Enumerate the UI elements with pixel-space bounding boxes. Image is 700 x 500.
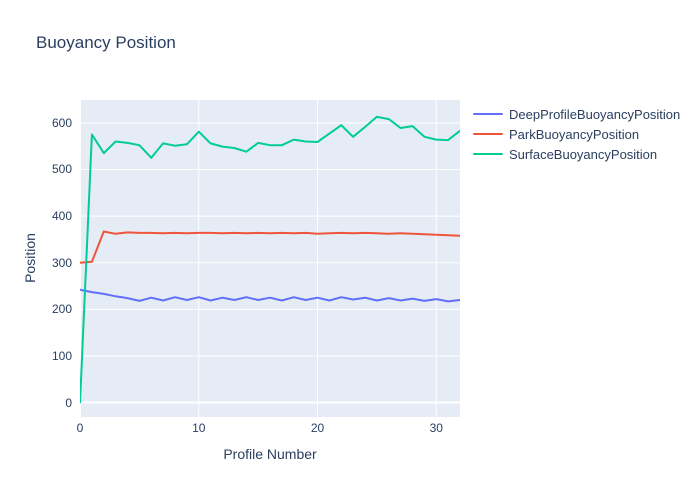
y-tick-label: 100 xyxy=(51,348,72,363)
series-line-ParkBuoyancyPosition[interactable] xyxy=(80,230,460,264)
x-tick-label: 20 xyxy=(310,421,325,435)
legend: DeepProfileBuoyancyPosition ParkBuoyancyP… xyxy=(473,104,680,164)
chart-title: Buoyancy Position xyxy=(36,33,176,52)
plot-area[interactable] xyxy=(80,100,460,417)
x-tick-label: 30 xyxy=(429,421,443,435)
y-tick-label: 400 xyxy=(51,209,72,224)
series-line-SurfaceBuoyancyPosition[interactable] xyxy=(80,115,460,404)
legend-line-swatch xyxy=(473,152,503,156)
legend-label: DeepProfileBuoyancyPosition xyxy=(509,106,681,122)
y-axis-title: Position xyxy=(22,233,38,283)
x-axis-title: Profile Number xyxy=(223,446,317,462)
legend-label: SurfaceBuoyancyPosition xyxy=(509,146,658,162)
legend-item-ParkBuoyancyPosition[interactable]: ParkBuoyancyPosition xyxy=(473,124,680,144)
legend-item-SurfaceBuoyancyPosition[interactable]: SurfaceBuoyancyPosition xyxy=(473,144,680,164)
x-tick-label: 10 xyxy=(192,421,206,435)
plot-svg xyxy=(80,100,460,417)
series-line-DeepProfileBuoyancyPosition[interactable] xyxy=(80,288,460,303)
legend-item-DeepProfileBuoyancyPosition[interactable]: DeepProfileBuoyancyPosition xyxy=(473,104,680,124)
legend-line-swatch xyxy=(473,112,503,116)
y-tick-label: 600 xyxy=(51,115,72,130)
y-tick-label: 300 xyxy=(51,255,72,270)
x-tick-label: 0 xyxy=(76,421,84,435)
y-tick-label: 500 xyxy=(51,162,72,177)
y-tick-label: 200 xyxy=(51,302,72,317)
legend-line-swatch xyxy=(473,132,503,136)
y-tick-label: 0 xyxy=(65,395,72,410)
legend-label: ParkBuoyancyPosition xyxy=(509,126,640,142)
